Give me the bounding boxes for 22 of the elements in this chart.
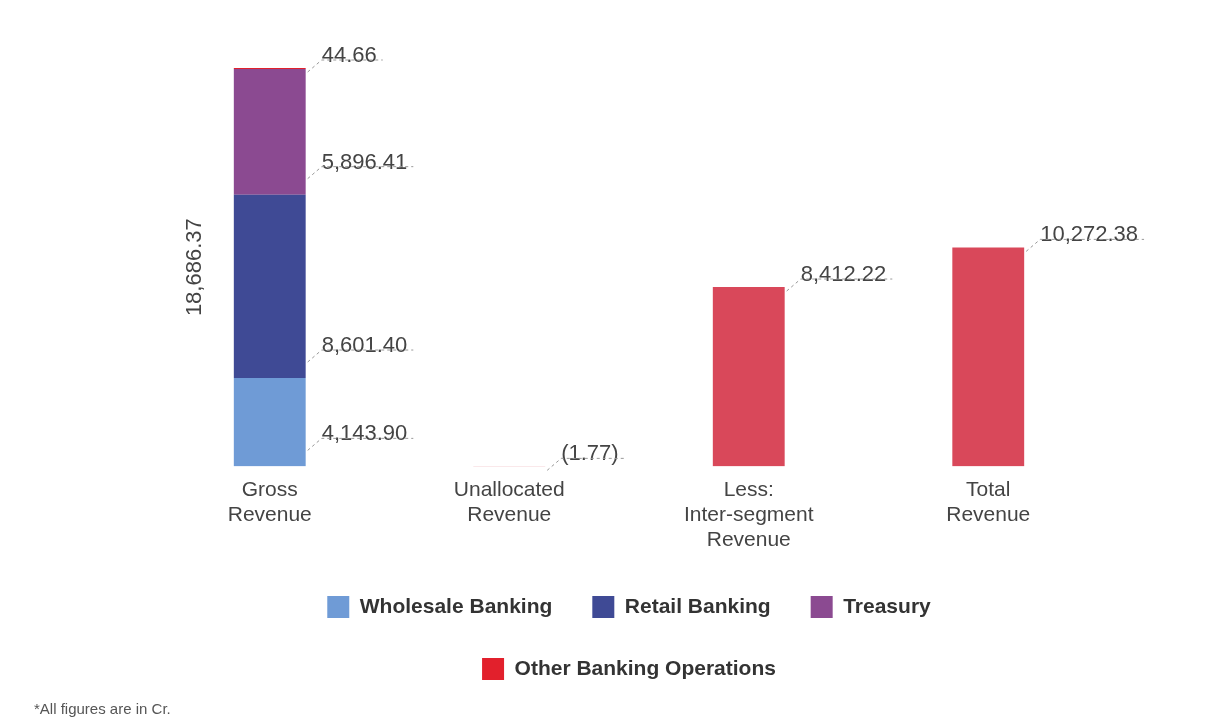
bar [233,378,306,467]
bar [952,247,1025,467]
bar [233,68,306,195]
data-label: 44.66 [321,42,377,68]
total-label: 18,686.37 [180,218,206,317]
x-tick-label: Unallocated Revenue [453,476,565,525]
legend-label: Treasury [843,593,932,617]
data-label: 10,272.38 [1040,221,1139,247]
bar [712,287,785,467]
x-tick-label: Total Revenue [946,476,1031,525]
x-tick-label: Less: Inter-segment Revenue [683,476,814,551]
legend-label: Other Banking Operations [514,655,776,679]
x-tick-label: Gross Revenue [227,476,312,525]
data-label: 8,412.22 [800,261,887,287]
legend-label: Retail Banking [624,593,771,617]
data-label: (1.77) [561,440,619,466]
data-label: 4,143.90 [321,420,408,446]
data-label: 5,896.41 [321,148,408,174]
text: *All figures are in Cr. [34,700,171,717]
data-label: 8,601.40 [321,332,408,358]
legend-label: Wholesale Banking [359,593,553,617]
bar [233,194,306,379]
